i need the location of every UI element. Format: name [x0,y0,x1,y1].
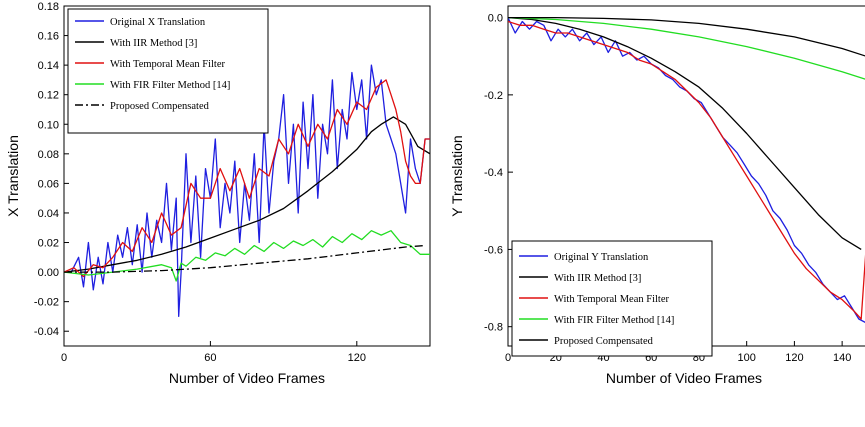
series-line-3 [64,79,430,278]
y-tick-label: 0.16 [38,31,59,43]
legend-label: With FIR Filter Method [14] [554,315,674,326]
series-line-1 [64,64,430,318]
legend-label: Proposed Compensated [110,101,210,112]
legend-label: Original Y Translation [554,252,649,263]
y-tick-label: -0.8 [484,322,503,334]
x-tick-label: 120 [785,352,803,364]
series-line-4 [508,16,865,80]
y-tick-label: 0.02 [38,238,59,250]
series-line-4 [64,230,430,282]
x-tick-label: 0 [61,352,67,364]
y-tick-label: 0.0 [488,13,503,25]
y-tick-label: 0.10 [38,119,59,131]
y-translation-chart: 0 20 40 60 80 100 120 1400.0-0.2-0.4-0.6-0.8Num… [449,5,865,386]
legend-label: With Temporal Mean Filter [554,294,670,305]
plot-frame [63,5,431,347]
x-tick-label: 100 [737,352,755,364]
legend-label: With FIR Filter Method [14] [110,80,230,91]
series-line-3 [508,20,865,320]
y-tick-label: 0.00 [38,267,59,279]
x-tick-label: 140 [833,352,851,364]
series-line-5 [508,16,865,57]
series-line-2 [64,116,430,273]
legend-label: With IIR Method [3] [554,273,641,284]
legend-label: Original X Translation [110,17,206,28]
x-tick-label: 0 [505,352,511,364]
y-tick-label: 0.04 [38,208,59,220]
series-line-5 [64,244,426,273]
y-tick-label: -0.02 [34,297,59,309]
x-tick-label: 120 [348,352,366,364]
y-tick-label: 0.06 [38,178,59,190]
x-axis-label: Number of Video Frames [606,370,762,386]
series-line-2 [508,16,862,250]
x-tick-label: 60 [204,352,216,364]
y-tick-label: -0.6 [484,244,503,256]
y-tick-label: 0.12 [38,90,59,102]
x-axis-label: Number of Video Frames [169,370,325,386]
y-axis-label: Y Translation [449,135,465,216]
y-tick-label: 0.18 [38,1,59,13]
y-tick-label: -0.4 [484,167,503,179]
y-tick-label: -0.04 [34,326,59,338]
y-axis-label: X Translation [5,135,21,217]
legend-box [67,8,269,134]
legend-label: Proposed Compensated [554,336,654,347]
legend-label: With Temporal Mean Filter [110,59,226,70]
x-translation-chart: 0 60 120 -0.04 -0.02 0.00 0.02 0.04 0.06 0.08 0.10… [5,1,431,386]
y-tick-label: -0.2 [484,90,503,102]
legend-label: With IIR Method [3] [110,38,197,49]
y-tick-label: 0.14 [38,60,59,72]
y-tick-label: 0.08 [38,149,59,161]
